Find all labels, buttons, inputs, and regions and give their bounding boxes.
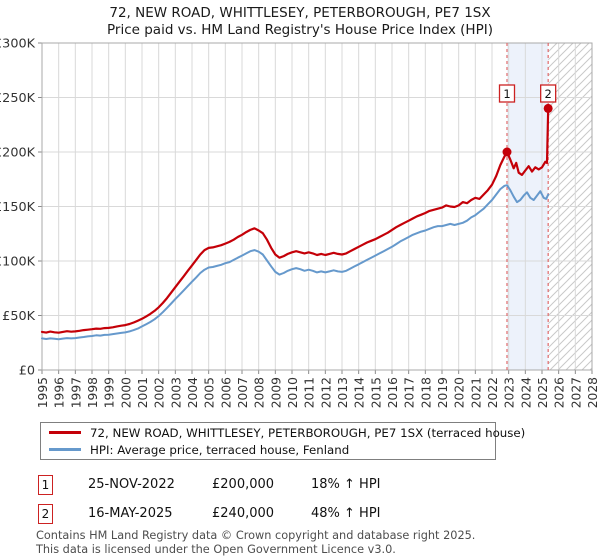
sale-marker-label: 2	[545, 87, 552, 101]
hpi-line	[41, 184, 550, 341]
x-tick-label: 1998	[86, 377, 100, 408]
plot-border	[41, 42, 593, 371]
x-tick-label: 2012	[319, 377, 333, 408]
chart-title-line1: 72, NEW ROAD, WHITTLESEY, PETERBOROUGH, …	[109, 5, 491, 21]
y-tick-label: £250K	[0, 91, 36, 106]
x-tick-label: 2003	[169, 377, 183, 408]
x-tick-label: 2011	[303, 377, 317, 408]
x-tick-label: 1997	[69, 377, 83, 408]
y-tick-label: £0	[19, 364, 35, 379]
x-tick-label: 2006	[219, 377, 233, 408]
x-tick-label: 2024	[519, 377, 533, 408]
price-chart: 1995 1996 1997 1998 1999 2000 2001 2002 2003 2004…	[0, 37, 600, 409]
transaction-2-hpi-diff: 48% ↑ HPI	[311, 506, 381, 521]
x-tick-label: 2018	[419, 377, 433, 408]
attribution-line1: Contains HM Land Registry data © Crown c…	[36, 529, 476, 542]
x-tick-label: 2016	[386, 377, 400, 408]
transaction-row-2: 2 16-MAY-2025 £240,000 48% ↑ HPI	[0, 504, 600, 526]
property-price-line	[40, 107, 550, 334]
property-line-swatch	[49, 431, 81, 434]
transaction-2-price: £240,000	[212, 506, 275, 521]
legend-item-property: 72, NEW ROAD, WHITTLESEY, PETERBOROUGH, …	[49, 426, 525, 440]
transaction-1-hpi-diff: 18% ↑ HPI	[311, 477, 381, 492]
sale-marker-box	[498, 84, 516, 103]
x-tick-label: 2010	[286, 377, 300, 408]
sale-point-dot	[502, 147, 512, 157]
chart-title: 72, NEW ROAD, WHITTLESEY, PETERBOROUGH, …	[0, 5, 600, 39]
x-tick-label: 2005	[203, 377, 217, 408]
legend-label-property: 72, NEW ROAD, WHITTLESEY, PETERBOROUGH, …	[90, 425, 526, 440]
x-tick-label: 2020	[453, 377, 467, 408]
legend-item-hpi: HPI: Average price, terraced house, Fenl…	[49, 443, 487, 457]
x-tick-label: 2025	[536, 377, 550, 408]
sale-point-dot	[543, 103, 553, 113]
transaction-1-date: 25-NOV-2022	[88, 477, 175, 492]
y-tick-label: £50K	[2, 309, 35, 324]
transaction-2-date: 16-MAY-2025	[88, 506, 173, 521]
y-tick-label: £300K	[0, 37, 36, 52]
sale-marker-box	[540, 84, 557, 103]
x-tick-label: 2028	[586, 377, 600, 408]
transaction-1-price: £200,000	[212, 477, 275, 492]
x-tick-label: 1999	[103, 377, 117, 408]
x-tick-label: 2007	[236, 377, 250, 408]
x-tick-label: 2026	[553, 377, 567, 408]
x-tick-label: 2019	[436, 377, 450, 408]
x-tick-label: 2000	[119, 377, 133, 408]
chart-title-line2: Price paid vs. HM Land Registry's House …	[107, 22, 493, 38]
hpi-line-swatch	[49, 448, 81, 451]
x-tick-label: 2021	[469, 377, 483, 408]
x-tick-label: 2001	[136, 377, 150, 408]
x-tick-label: 1996	[53, 377, 67, 408]
x-tick-label: 2017	[403, 377, 417, 408]
chart-legend: 72, NEW ROAD, WHITTLESEY, PETERBOROUGH, …	[40, 422, 525, 460]
y-tick-label: £200K	[0, 146, 36, 161]
x-tick-label: 2022	[486, 377, 500, 408]
attribution-footer: Contains HM Land Registry data © Crown c…	[36, 529, 475, 556]
transaction-1-marker: 1	[38, 475, 53, 495]
sale-marker-label: 1	[503, 87, 510, 101]
x-tick-label: 2014	[353, 377, 367, 408]
y-tick-label: £100K	[0, 255, 36, 270]
x-tick-label: 2002	[153, 377, 167, 408]
x-tick-label: 2023	[503, 377, 517, 408]
transaction-2-marker: 2	[38, 504, 53, 524]
attribution-line2: This data is licensed under the Open Gov…	[36, 542, 396, 556]
x-tick-label: 2013	[336, 377, 350, 408]
transaction-row-1: 1 25-NOV-2022 £200,000 18% ↑ HPI	[0, 475, 600, 497]
x-tick-label: 1995	[36, 377, 50, 408]
x-tick-label: 2015	[369, 377, 383, 408]
x-tick-label: 2008	[253, 377, 267, 408]
x-tick-label: 2027	[569, 377, 583, 408]
x-tick-label: 2009	[269, 377, 283, 408]
y-tick-label: £150K	[0, 200, 36, 215]
legend-label-hpi: HPI: Average price, terraced house, Fenl…	[90, 442, 350, 457]
x-tick-label: 2004	[186, 377, 200, 408]
